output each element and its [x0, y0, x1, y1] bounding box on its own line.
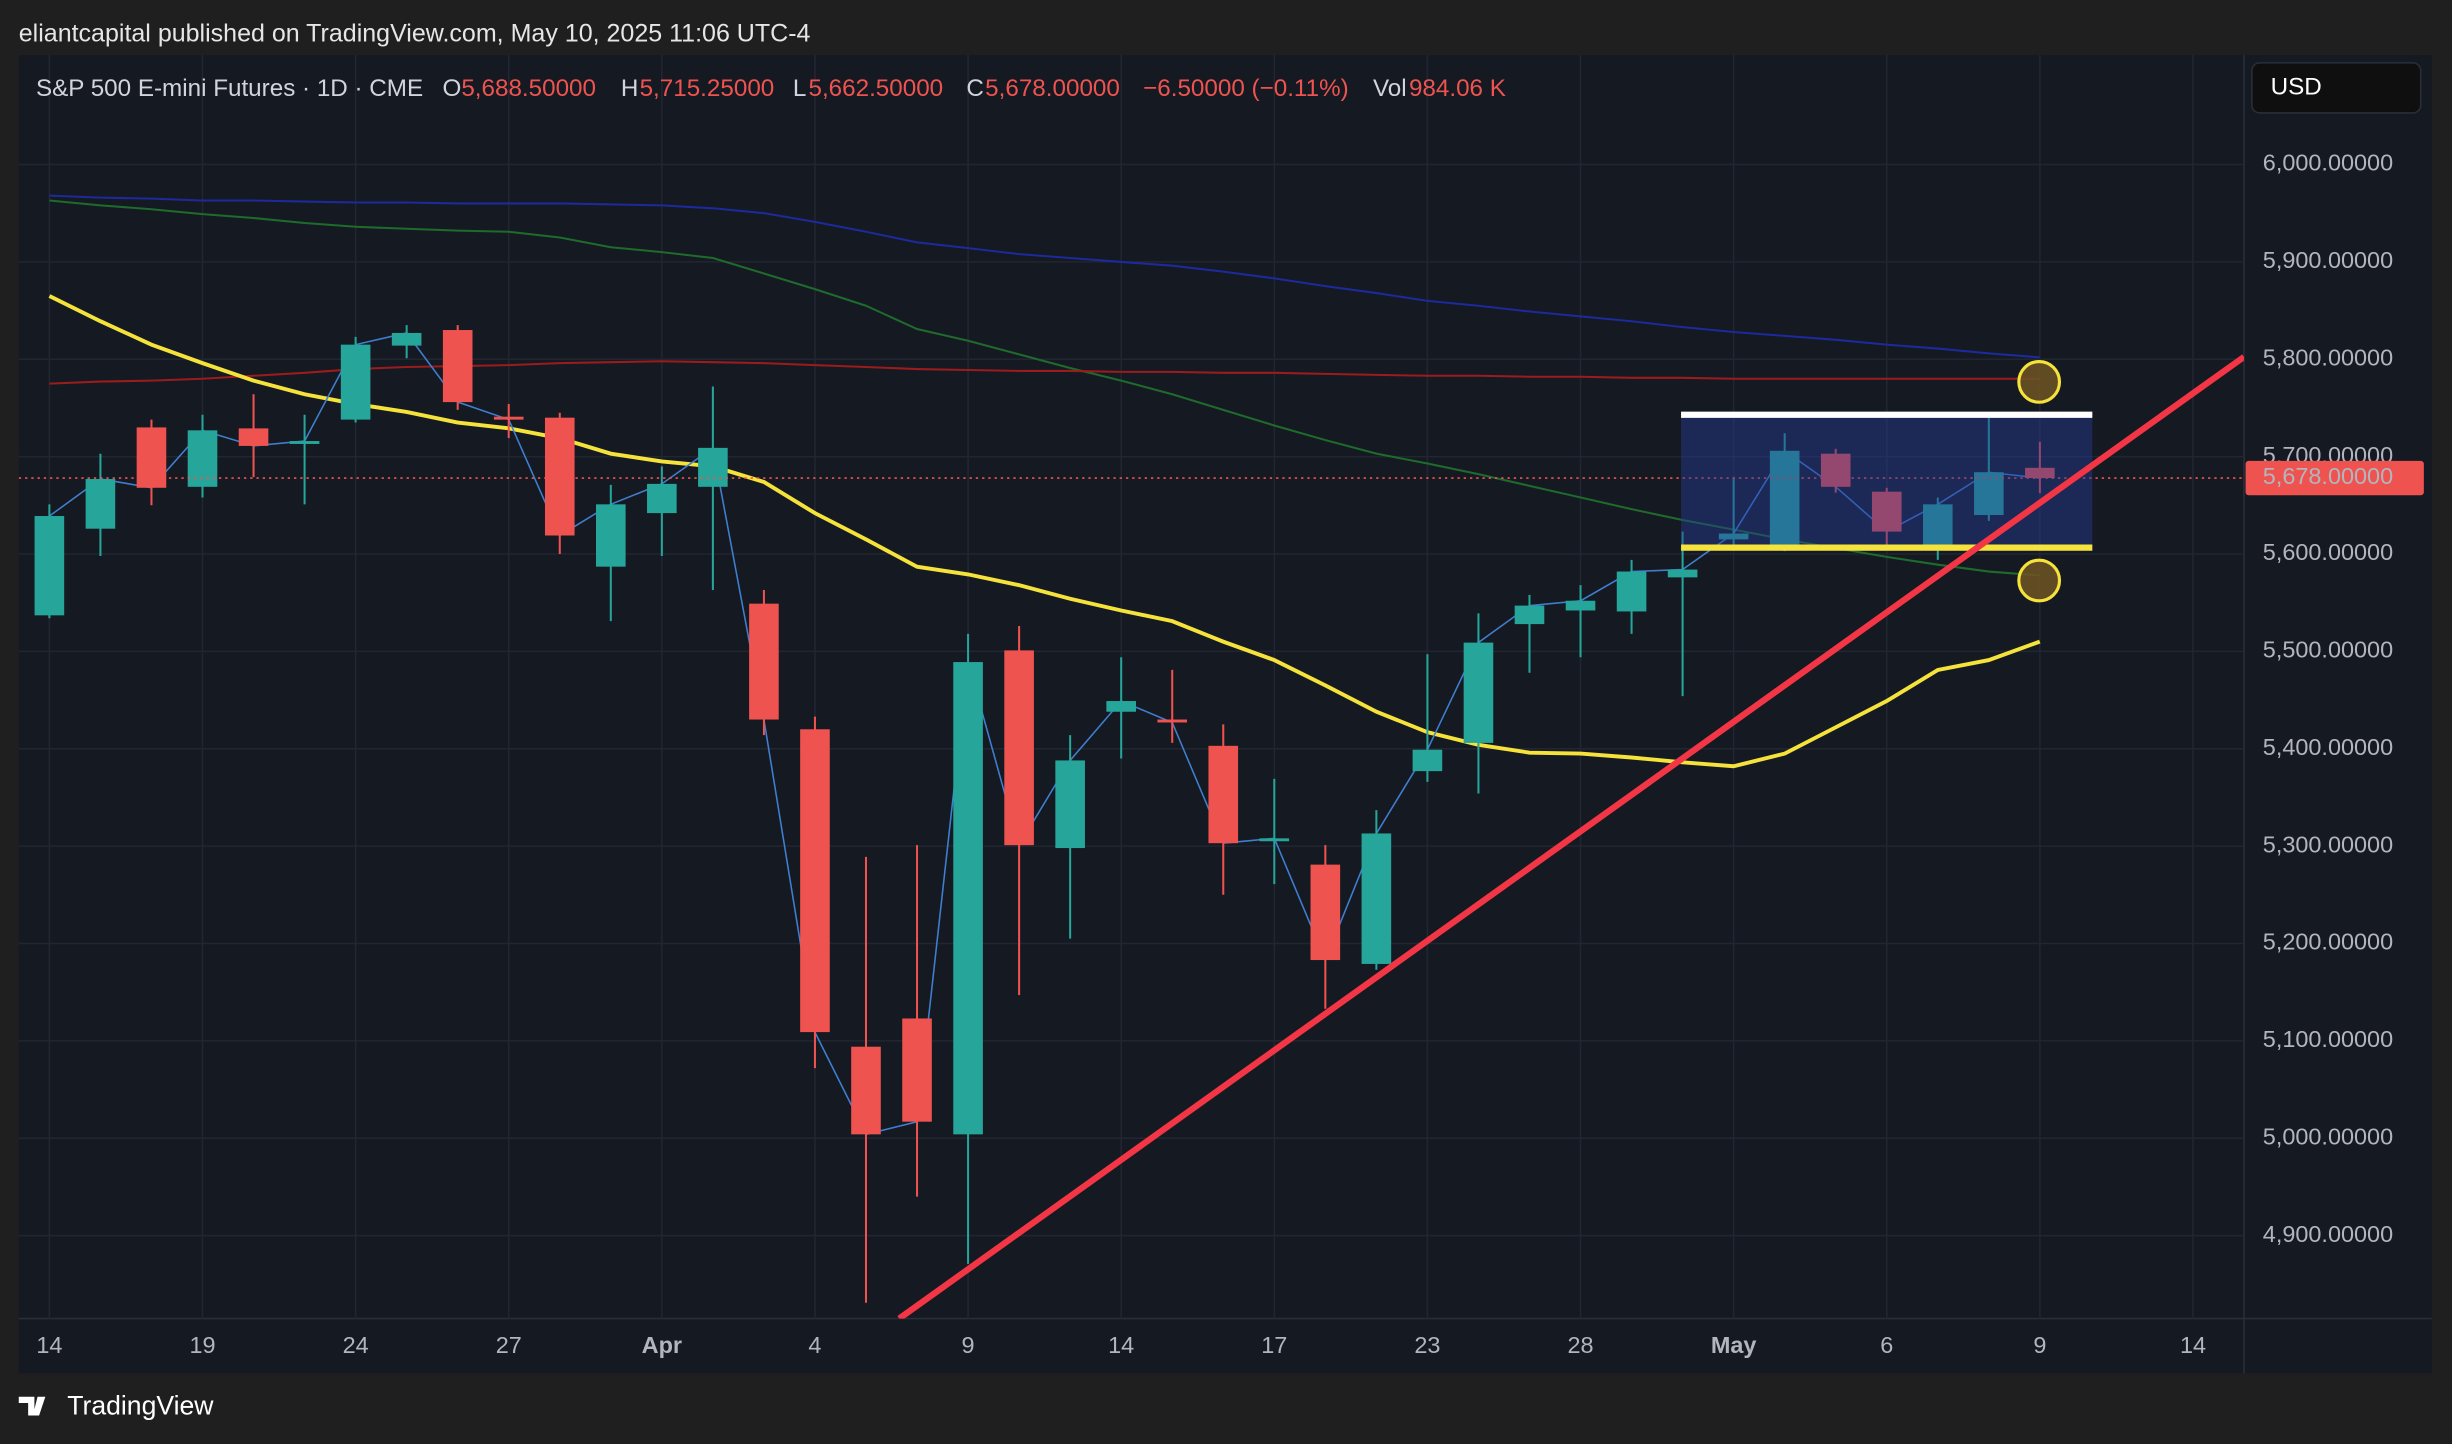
moving-average [49, 360, 2040, 385]
candle-body [1871, 491, 1902, 532]
candle-body [1361, 833, 1392, 964]
moving-average [49, 194, 2040, 359]
plot [18, 194, 2245, 1303]
candle-body [749, 603, 779, 720]
last-price-label: 5,678.00000 [2263, 463, 2393, 489]
candle-body [493, 416, 524, 420]
y-tick-label: 5,100.00000 [2263, 1026, 2393, 1052]
candle-body [85, 479, 116, 529]
y-tick-label: 5,500.00000 [2263, 637, 2393, 663]
y-tick-label: 5,400.00000 [2263, 734, 2393, 760]
last-price-box [2245, 460, 2424, 496]
currency-button[interactable] [2251, 62, 2422, 114]
moving-average [48, 294, 2041, 769]
x-tick-label: 24 [343, 1332, 369, 1358]
byline: eliantcapital published on TradingView.c… [19, 19, 811, 47]
candle-body [340, 344, 371, 420]
x-tick-label: 19 [189, 1332, 215, 1358]
drawings [897, 354, 2245, 1319]
candle-body [238, 428, 269, 446]
x-tick-label: 14 [2180, 1332, 2206, 1358]
candle-body [2025, 467, 2055, 479]
candle-body [851, 1046, 881, 1135]
legend-key: L [793, 75, 806, 102]
candle-body [1055, 760, 1085, 849]
candle-body [1004, 650, 1034, 846]
candle-body [1974, 472, 2004, 516]
legend-key: H [621, 75, 639, 102]
candle-body [289, 441, 320, 444]
candle-body [1514, 605, 1545, 625]
legend-change: −6.50000 (−0.11%) [1143, 75, 1349, 102]
y-tick-label: 5,800.00000 [2263, 344, 2393, 370]
candle-body [953, 662, 983, 1135]
y-tick-label: 5,600.00000 [2263, 539, 2393, 565]
legend-value: 5,688.50000 [461, 75, 596, 102]
x-tick-label: May [1711, 1332, 1757, 1358]
x-tick-label: Apr [642, 1332, 682, 1358]
candle-body [1208, 745, 1239, 844]
candle-body [902, 1018, 932, 1122]
moving-average [49, 199, 2040, 577]
x-tick-label: 4 [808, 1332, 821, 1358]
candle-body [1718, 533, 1749, 540]
candle-body [647, 483, 677, 514]
y-tick-label: 4,900.00000 [2263, 1221, 2393, 1247]
range-box [1681, 414, 2093, 551]
candle-body [1157, 719, 1188, 723]
candle-body [1565, 600, 1596, 611]
close-line [48, 332, 2040, 1136]
candle-body [34, 516, 65, 616]
x-tick-label: 9 [2033, 1332, 2046, 1358]
x-tick-label: 27 [496, 1332, 522, 1358]
x-tick-label: 28 [1567, 1332, 1593, 1358]
chart-panel [18, 55, 2432, 1374]
candle-body [800, 729, 830, 1033]
y-tick-label: 5,000.00000 [2263, 1123, 2393, 1149]
legend-value: 5,715.25000 [640, 75, 775, 102]
candle-body [1769, 450, 1800, 548]
legend-volume-value: 984.06 K [1409, 75, 1506, 102]
legend-key: O [443, 75, 462, 102]
candle-body [544, 417, 575, 536]
legend-key: C [966, 75, 984, 102]
x-tick-label: 17 [1261, 1332, 1287, 1358]
legend-value: 5,662.50000 [808, 75, 943, 102]
candle-body [1106, 701, 1136, 712]
candle-body [1820, 453, 1851, 487]
x-tick-label: 6 [1880, 1332, 1893, 1358]
y-tick-label: 6,000.00000 [2263, 150, 2393, 176]
x-tick-label: 14 [1108, 1332, 1134, 1358]
candle-body [1616, 571, 1647, 612]
candle-body [1259, 838, 1290, 842]
candle-body [1463, 642, 1494, 743]
candle-body [1412, 749, 1443, 772]
y-tick-label: 5,200.00000 [2263, 929, 2393, 955]
highlight-circle [2017, 558, 2062, 603]
brand-name: TradingView [67, 1391, 214, 1421]
candle-body [1922, 504, 1953, 549]
candle-body [698, 447, 728, 487]
y-tick-label: 5,900.00000 [2263, 247, 2393, 273]
x-tick-label: 14 [36, 1332, 62, 1358]
candle-body [596, 504, 626, 567]
symbol-title: S&P 500 E-mini Futures · 1D · CME [36, 75, 423, 102]
highlight-circle [2017, 359, 2062, 404]
currency-label[interactable]: USD [2271, 73, 2322, 100]
x-tick-label: 23 [1414, 1332, 1440, 1358]
y-tick-label: 5,300.00000 [2263, 831, 2393, 857]
candle-body [442, 330, 473, 403]
x-tick-label: 9 [962, 1332, 975, 1358]
legend-value: 5,678.00000 [985, 75, 1120, 102]
labels: O 5,688.50000 H 5,715.25000 L 5,662.50000 C 5,6… [36, 75, 2424, 1358]
candle-body [391, 332, 422, 346]
trend-line [897, 354, 2245, 1319]
brand-logo [18, 1396, 46, 1416]
legend-volume-key: Vol [1373, 75, 1407, 102]
brand-icon [18, 1396, 46, 1416]
candle-body [1667, 569, 1698, 578]
candle-body [1310, 864, 1341, 961]
